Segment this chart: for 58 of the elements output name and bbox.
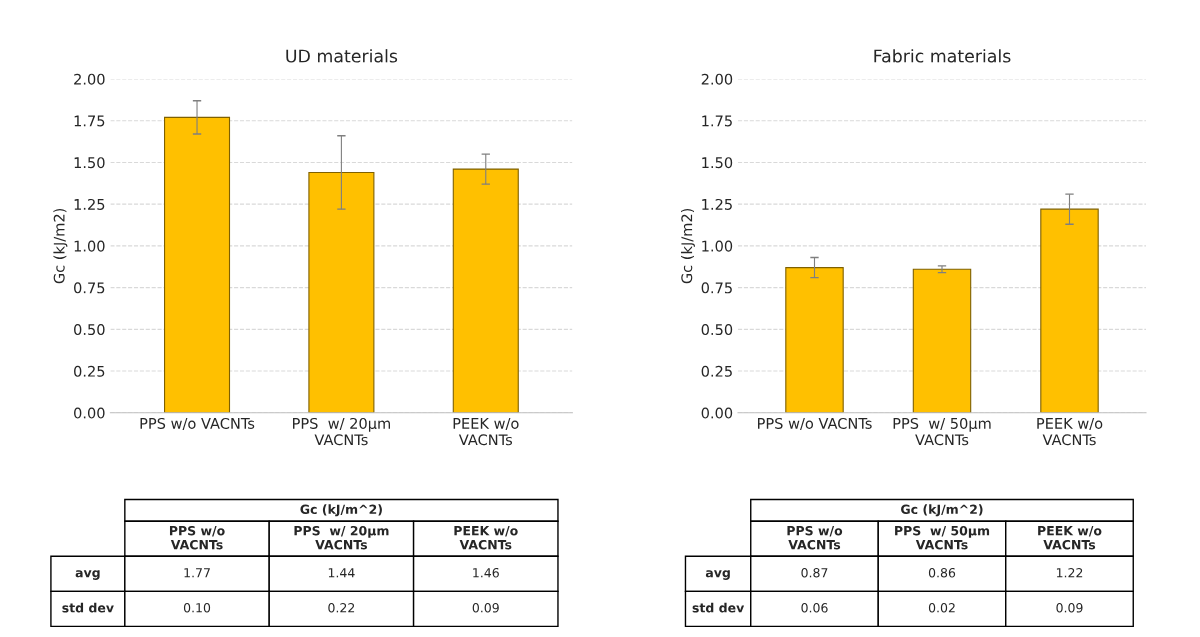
category-label: PEEK w/o VACNTs (1038, 526, 1102, 550)
y-tick-label: 2.00 (701, 73, 733, 85)
text: std dev (692, 602, 745, 613)
data-label: 1.77 (184, 568, 210, 578)
chart-title: UD materials (286, 49, 398, 63)
x-tick-label: PPS w/ 20µm VACNTs (293, 417, 390, 446)
text: 0.09 (472, 603, 499, 613)
y-axis-title: Gc (kJ/m2) (681, 208, 695, 284)
text: 0.10 (183, 603, 211, 613)
category-label: PPS w/ 50µm VACNTs (895, 525, 990, 550)
bar (452, 168, 519, 413)
text: 0.09 (1056, 603, 1083, 613)
x-tick-label: PEEK w/o VACNTs (1037, 418, 1103, 446)
data-label: 1.44 (328, 568, 355, 578)
x-tick-label: PEEK w/o VACNTs (453, 418, 519, 446)
y-tick-label: 1.25 (74, 198, 105, 210)
x-tick-label: PPS w/o VACNTs (140, 417, 255, 431)
text: std dev (62, 602, 114, 613)
data-label: 0.86 (928, 568, 956, 578)
category-label: PPS w/ 20µm VACNTs (294, 525, 389, 550)
x-tick-label: PPS w/o VACNTs (758, 417, 872, 431)
y-tick-label: 1.50 (74, 157, 105, 169)
category-label: PPS w/o VACNTs (169, 525, 225, 550)
bar (785, 267, 844, 413)
text: avg (705, 570, 730, 580)
y-tick-label: 0.25 (701, 365, 732, 377)
text: avg (75, 570, 100, 580)
category-label: PEEK w/o VACNTs (454, 526, 518, 550)
y-tick-label: 0.00 (74, 407, 105, 419)
y-tick-label: 0.25 (74, 365, 105, 377)
y-tick-label: 0.75 (701, 282, 732, 294)
y-tick-label: 0.75 (74, 282, 105, 294)
text: 0.06 (801, 603, 828, 613)
y-tick-label: 1.75 (74, 115, 105, 127)
y-axis-title: Gc (kJ/m2) (53, 208, 68, 284)
data-label: 1.46 (473, 568, 499, 578)
text: Gc (kJ/m^2) (300, 504, 382, 517)
bar (1040, 208, 1099, 413)
y-tick-label: 0.00 (701, 407, 733, 419)
y-tick-label: 1.50 (702, 157, 733, 169)
category-label: PPS w/o VACNTs (787, 525, 843, 550)
text: Gc (kJ/m^2) (901, 504, 983, 517)
chart-title: Fabric materials (874, 49, 1011, 63)
bar (912, 268, 972, 413)
y-tick-label: 1.75 (702, 115, 732, 127)
text: 0.02 (928, 603, 955, 613)
y-tick-label: 1.00 (702, 240, 733, 252)
bar (308, 171, 375, 413)
y-tick-label: 2.00 (74, 73, 105, 85)
y-tick-label: 1.25 (702, 198, 732, 210)
x-tick-label: PPS w/ 50µm VACNTs (893, 417, 991, 446)
data-label: 1.22 (1056, 568, 1083, 578)
text: 0.22 (328, 603, 355, 613)
y-tick-label: 0.50 (701, 324, 733, 336)
bar (163, 116, 231, 413)
data-label: 0.87 (801, 568, 828, 578)
y-tick-label: 1.00 (74, 240, 105, 252)
y-tick-label: 0.50 (74, 324, 105, 336)
